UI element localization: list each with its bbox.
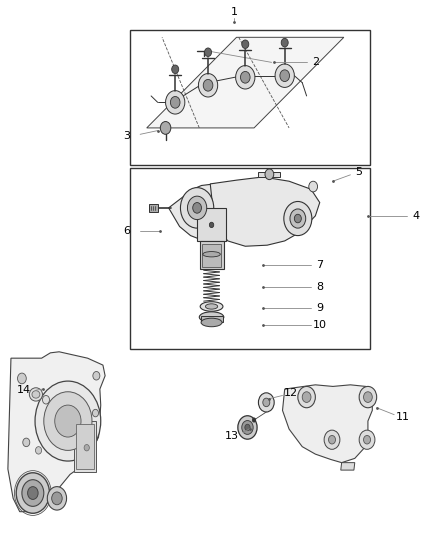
- Ellipse shape: [32, 391, 40, 398]
- Circle shape: [263, 398, 270, 407]
- Polygon shape: [283, 385, 372, 463]
- Circle shape: [265, 169, 274, 180]
- Circle shape: [242, 40, 249, 49]
- Circle shape: [84, 445, 89, 451]
- Circle shape: [290, 209, 306, 228]
- Text: 4: 4: [413, 211, 420, 221]
- Circle shape: [47, 487, 67, 510]
- Circle shape: [35, 381, 101, 461]
- Circle shape: [187, 196, 207, 220]
- Circle shape: [22, 480, 44, 506]
- Ellipse shape: [200, 302, 223, 311]
- Circle shape: [242, 421, 253, 434]
- Circle shape: [16, 473, 49, 513]
- Circle shape: [209, 222, 214, 228]
- Circle shape: [364, 435, 371, 444]
- Ellipse shape: [203, 252, 220, 257]
- Circle shape: [35, 447, 42, 454]
- Circle shape: [198, 74, 218, 97]
- Circle shape: [238, 416, 257, 439]
- Circle shape: [193, 203, 201, 213]
- Circle shape: [280, 70, 290, 82]
- Circle shape: [92, 409, 99, 417]
- Bar: [76, 424, 94, 469]
- Bar: [202, 244, 221, 266]
- Ellipse shape: [199, 312, 224, 322]
- Circle shape: [55, 405, 81, 437]
- Polygon shape: [169, 184, 245, 241]
- Polygon shape: [341, 463, 355, 470]
- Circle shape: [81, 441, 92, 454]
- Circle shape: [170, 96, 180, 108]
- Circle shape: [203, 79, 213, 91]
- Circle shape: [28, 487, 38, 499]
- Circle shape: [302, 392, 311, 402]
- Bar: [201, 316, 223, 322]
- Circle shape: [52, 492, 62, 505]
- Bar: [74, 421, 96, 472]
- Text: 12: 12: [284, 389, 298, 398]
- Circle shape: [258, 393, 274, 412]
- Circle shape: [284, 201, 312, 236]
- Text: 5: 5: [356, 167, 363, 176]
- Circle shape: [359, 386, 377, 408]
- Circle shape: [240, 71, 250, 83]
- Text: 14: 14: [17, 385, 31, 395]
- Circle shape: [245, 424, 250, 431]
- Text: 8: 8: [316, 282, 323, 292]
- Circle shape: [298, 386, 315, 408]
- Polygon shape: [8, 352, 105, 512]
- Circle shape: [23, 438, 30, 447]
- Circle shape: [172, 65, 179, 74]
- Circle shape: [236, 66, 255, 89]
- Circle shape: [160, 122, 171, 134]
- Circle shape: [275, 64, 294, 87]
- Text: 10: 10: [313, 320, 327, 330]
- Text: 3: 3: [124, 131, 131, 141]
- Bar: [200, 241, 224, 269]
- Ellipse shape: [205, 304, 218, 309]
- Polygon shape: [147, 37, 344, 128]
- Text: 11: 11: [396, 412, 410, 422]
- Bar: [197, 208, 226, 241]
- Circle shape: [324, 430, 340, 449]
- Polygon shape: [149, 204, 158, 212]
- Text: 1: 1: [231, 7, 238, 17]
- Circle shape: [359, 430, 375, 449]
- Text: 2: 2: [312, 58, 319, 67]
- Circle shape: [309, 181, 318, 192]
- Circle shape: [93, 372, 100, 380]
- Text: 6: 6: [124, 226, 131, 236]
- Polygon shape: [258, 172, 280, 177]
- Text: 7: 7: [316, 261, 323, 270]
- Circle shape: [328, 435, 336, 444]
- Circle shape: [205, 48, 212, 56]
- Polygon shape: [210, 177, 320, 246]
- Text: 13: 13: [225, 431, 239, 441]
- Circle shape: [18, 373, 26, 384]
- Circle shape: [166, 91, 185, 114]
- Ellipse shape: [29, 388, 42, 401]
- Circle shape: [281, 38, 288, 47]
- Circle shape: [364, 392, 372, 402]
- Circle shape: [42, 395, 49, 404]
- Circle shape: [294, 214, 301, 223]
- Circle shape: [180, 188, 214, 228]
- Bar: [130, 168, 370, 349]
- Circle shape: [44, 392, 92, 450]
- Text: 9: 9: [316, 303, 323, 313]
- Circle shape: [252, 418, 256, 422]
- Bar: [130, 30, 370, 165]
- Ellipse shape: [201, 318, 222, 327]
